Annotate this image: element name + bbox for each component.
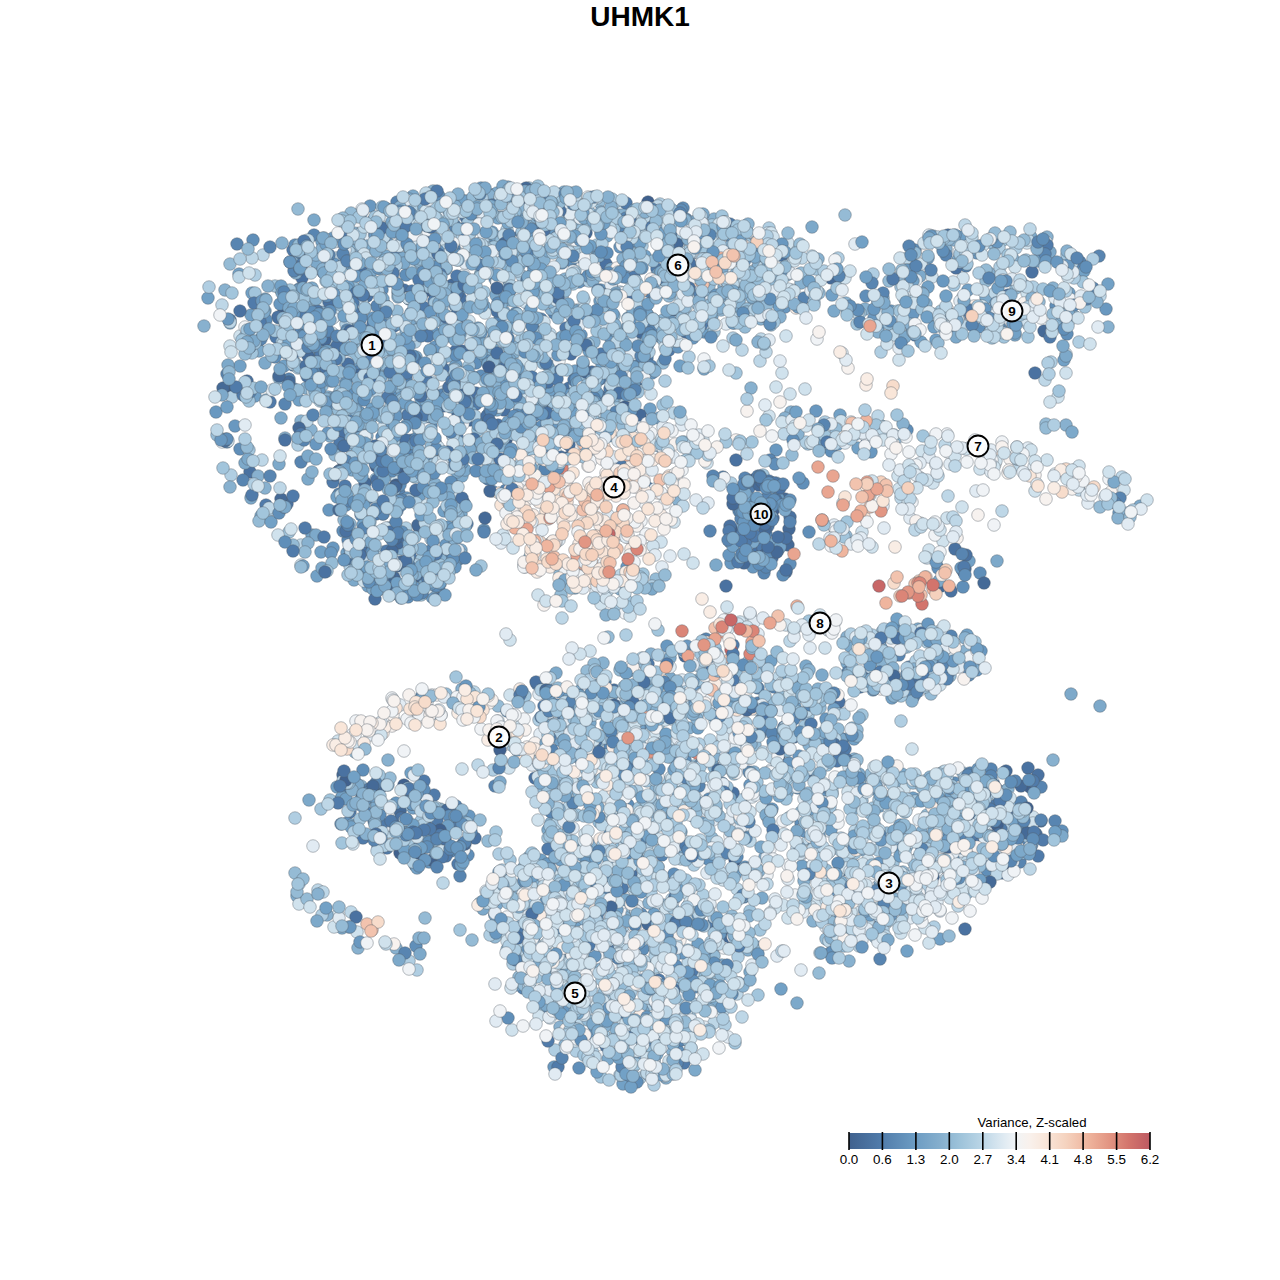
svg-text:10: 10 [753, 507, 768, 522]
svg-text:3: 3 [885, 876, 893, 891]
svg-text:6: 6 [674, 258, 682, 273]
svg-text:2.7: 2.7 [973, 1152, 992, 1167]
svg-text:3.4: 3.4 [1007, 1152, 1026, 1167]
svg-text:UHMK1: UHMK1 [590, 1, 690, 32]
svg-text:5: 5 [571, 986, 579, 1001]
svg-text:Variance, Z-scaled: Variance, Z-scaled [978, 1115, 1087, 1130]
svg-text:4: 4 [610, 480, 618, 495]
svg-text:8: 8 [816, 616, 824, 631]
svg-text:2.0: 2.0 [940, 1152, 959, 1167]
svg-text:4.1: 4.1 [1040, 1152, 1059, 1167]
svg-text:6.2: 6.2 [1141, 1152, 1160, 1167]
svg-text:4.8: 4.8 [1074, 1152, 1093, 1167]
svg-text:0.6: 0.6 [873, 1152, 892, 1167]
svg-text:7: 7 [974, 439, 982, 454]
svg-text:2: 2 [495, 730, 503, 745]
svg-text:9: 9 [1008, 304, 1016, 319]
svg-text:5.5: 5.5 [1107, 1152, 1126, 1167]
svg-text:1: 1 [368, 338, 376, 353]
svg-text:0.0: 0.0 [840, 1152, 859, 1167]
svg-text:1.3: 1.3 [907, 1152, 926, 1167]
